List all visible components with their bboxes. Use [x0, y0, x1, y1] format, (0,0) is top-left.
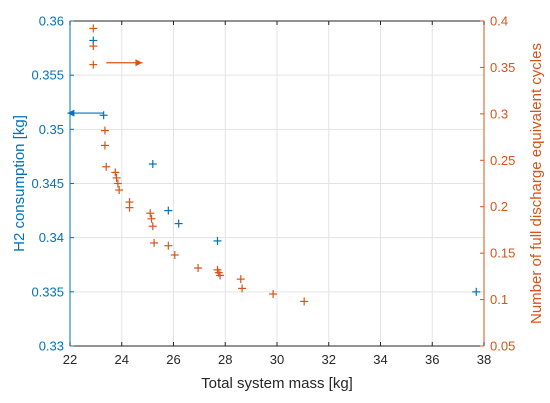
discharge-cycles-point: [148, 222, 157, 231]
y-left-axis-title: H2 consumption [kg]: [11, 115, 28, 252]
x-tick-label: 24: [115, 352, 129, 367]
x-tick-label: 38: [477, 352, 491, 367]
left-axis-arrow: [67, 109, 104, 117]
data-points: [89, 24, 481, 306]
axes: [69, 20, 485, 347]
discharge-cycles-point: [100, 141, 109, 150]
discharge-cycles-point: [89, 24, 98, 33]
discharge-cycles-point: [112, 173, 121, 182]
y-left-tick-label: 0.36: [39, 14, 64, 29]
h2-consumption-point: [164, 206, 173, 215]
grid: [69, 20, 485, 347]
discharge-cycles-point: [216, 271, 225, 280]
y-left-tick-label: 0.335: [31, 284, 64, 299]
discharge-cycles-point: [236, 275, 245, 284]
y-right-tick-label: 0.35: [490, 60, 515, 75]
x-tick-label: 34: [373, 352, 387, 367]
y-right-axis-title: Number of full discharge equivalent cycl…: [528, 43, 545, 324]
discharge-cycles-point: [113, 179, 122, 188]
discharge-cycles-point: [269, 290, 278, 298]
annotation-arrows: [67, 59, 143, 117]
x-tick-label: 26: [166, 352, 180, 367]
discharge-cycles-point: [194, 264, 203, 272]
discharge-cycles-point: [89, 42, 98, 51]
y-left-tick-label: 0.33: [39, 339, 64, 354]
x-tick-label: 30: [270, 352, 284, 367]
discharge-cycles-point: [146, 209, 155, 218]
y-right-tick-label: 0.1: [490, 292, 508, 307]
y-left-tick-label: 0.35: [39, 122, 64, 137]
y-right-tick-label: 0.15: [490, 246, 515, 261]
discharge-cycles-point: [111, 168, 120, 177]
y-right-tick-label: 0.05: [490, 339, 515, 354]
discharge-cycles-point: [125, 203, 134, 212]
tick-labels: 22 24 26 28 30 32 34 36 38 0.33 0.335 0.34 0.345 0.35…: [31, 14, 515, 368]
right-axis-arrow: [106, 59, 143, 67]
y-right-tick-label: 0.4: [490, 14, 508, 29]
discharge-cycles-point: [170, 251, 179, 259]
discharge-cycles-point: [100, 126, 109, 135]
discharge-cycles-point: [150, 238, 159, 247]
h2-consumption-point: [99, 111, 108, 120]
discharge-cycles-point: [89, 60, 98, 69]
x-tick-label: 36: [425, 352, 439, 367]
discharge-cycles-point: [300, 297, 309, 306]
discharge-cycles-point: [147, 214, 156, 223]
y-left-tick-label: 0.355: [31, 68, 64, 83]
arrow-head: [67, 109, 75, 117]
h2-consumption-point: [148, 160, 157, 168]
h2-consumption-point: [174, 219, 183, 228]
discharge-cycles-point: [102, 162, 111, 171]
discharge-cycles-point: [238, 284, 247, 293]
h2-consumption-point: [213, 236, 222, 245]
discharge-cycles-point: [115, 186, 124, 194]
y-right-tick-label: 0.2: [490, 199, 508, 214]
x-tick-label: 32: [322, 352, 336, 367]
y-right-tick-label: 0.25: [490, 153, 515, 168]
x-axis-title: Total system mass [kg]: [201, 375, 353, 392]
y-left-tick-label: 0.34: [39, 230, 64, 245]
y-left-tick-label: 0.345: [31, 176, 64, 191]
discharge-cycles-point: [164, 241, 173, 250]
h2-consumption-point: [472, 287, 481, 296]
arrow-head: [135, 59, 143, 67]
x-tick-label: 28: [218, 352, 232, 367]
y-right-tick-label: 0.3: [490, 106, 508, 121]
x-tick-label: 22: [63, 352, 77, 367]
